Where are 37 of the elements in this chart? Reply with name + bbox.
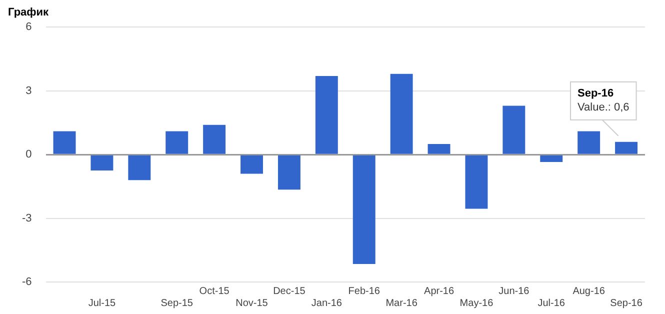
bar: [578, 131, 600, 154]
y-tick-label: 6: [26, 21, 32, 34]
annotation: Sep-16 Value.: 0,6: [577, 87, 630, 114]
bar: [502, 106, 526, 154]
bar: [315, 76, 338, 154]
y-tick-label: 3: [26, 84, 32, 97]
x-tick-label: Nov-15: [236, 298, 268, 309]
chart-title: График: [8, 6, 50, 19]
bar: [428, 144, 450, 154]
x-tick-label: Mar-16: [386, 298, 418, 309]
bar: [352, 155, 376, 264]
bar: [203, 124, 226, 154]
x-tick-label: Jul-15: [88, 298, 116, 309]
bar: [465, 155, 488, 209]
y-tick-label: 0: [26, 148, 32, 161]
x-tick-label: Dec-15: [273, 286, 306, 297]
x-tick-label: Jun-16: [498, 286, 530, 297]
x-tick-label: Sep-15: [160, 298, 194, 309]
x-tick-label: May-16: [460, 298, 494, 309]
bar: [278, 155, 300, 190]
x-tick-label: Oct-15: [199, 286, 230, 297]
x-tick-label: Apr-16: [424, 286, 454, 297]
bar: [53, 131, 76, 154]
bar: [390, 74, 413, 154]
bar: [615, 142, 638, 154]
bar: [540, 155, 563, 162]
y-tick-label: -6: [22, 276, 32, 288]
x-tick-label: Jan-16: [311, 298, 342, 309]
x-tick-label: Feb-16: [348, 286, 380, 297]
y-tick-label: -3: [22, 212, 32, 224]
x-tick-label: Sep-16: [610, 298, 643, 309]
x-tick-label: Aug-16: [572, 286, 606, 297]
x-tick-label: Jul-16: [538, 298, 566, 309]
bar: [90, 155, 114, 171]
bar: [166, 131, 188, 154]
bar: [240, 155, 263, 174]
bar: [128, 155, 151, 180]
